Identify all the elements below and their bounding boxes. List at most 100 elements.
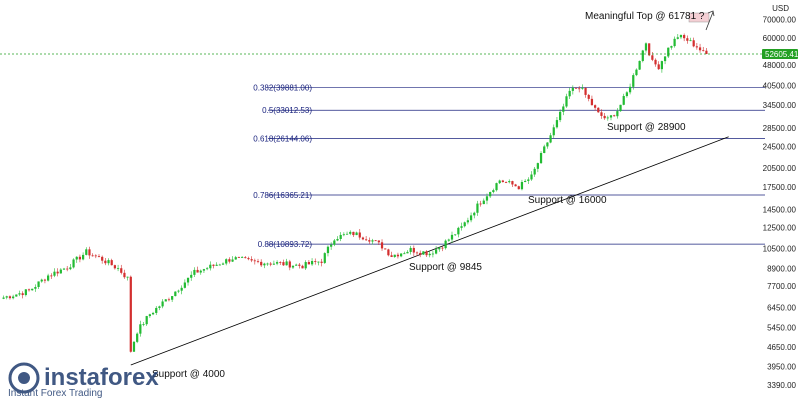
candle-body: [345, 233, 349, 235]
candle-body: [555, 120, 559, 128]
candle-body: [657, 64, 660, 70]
candle-body: [215, 264, 218, 266]
candle-body: [298, 264, 301, 266]
candle-body: [155, 307, 158, 313]
candle-body: [609, 115, 613, 118]
y-tick-label: 14500.00: [763, 206, 797, 215]
candle-body: [705, 50, 708, 54]
fibonacci-levels: 0.382(39881.00) 0.5(33012.53) 0.618(26144.…: [253, 83, 765, 249]
candle-body: [463, 222, 466, 227]
candle-body: [21, 293, 24, 296]
y-tick-label: 24500.00: [763, 142, 797, 151]
candle-body: [196, 269, 199, 273]
price-axis: 70000.00 60000.00 48000.00 40500.00 34500.00…: [763, 16, 797, 391]
candle-body: [50, 275, 53, 277]
candle-body: [132, 341, 136, 352]
candle-body: [279, 262, 282, 263]
candle-body: [536, 163, 539, 169]
candle-body: [342, 234, 345, 236]
candle-body: [431, 253, 435, 255]
candle-body: [72, 259, 75, 268]
candle-body: [479, 203, 482, 205]
top-marker-box: [688, 12, 710, 23]
candle-body: [59, 269, 62, 274]
candle-body: [66, 268, 69, 270]
candle-body: [489, 192, 492, 197]
candle-body: [339, 234, 342, 239]
candle-body: [590, 98, 594, 106]
candle-body: [399, 253, 403, 257]
candle-body: [527, 179, 530, 181]
last-price-label: 52605.41: [765, 50, 799, 59]
candle-body: [320, 261, 323, 263]
candle-body: [619, 104, 622, 112]
candle-body: [269, 263, 272, 265]
candle-body: [635, 69, 638, 76]
candle-body: [167, 299, 171, 301]
candle-body: [145, 316, 148, 325]
candle-body: [530, 174, 533, 180]
candle-body: [428, 253, 431, 256]
candle-body: [460, 226, 463, 228]
candle-body: [116, 268, 120, 270]
candle-body: [504, 182, 508, 183]
y-tick-label: 70000.00: [763, 16, 797, 25]
candle-body: [46, 275, 50, 281]
y-tick-label: 8900.00: [767, 265, 796, 274]
candle-body: [549, 135, 552, 143]
candle-body: [520, 182, 524, 190]
candle-body: [641, 50, 644, 61]
candle-body: [638, 60, 641, 70]
candle-body: [275, 262, 279, 264]
candle-body: [218, 264, 221, 266]
candle-body: [250, 259, 253, 261]
up-arrow: [705, 10, 715, 31]
y-tick-label: 17500.00: [763, 183, 797, 192]
candle-body: [409, 247, 412, 252]
candle-body: [578, 88, 581, 90]
candle-body: [654, 59, 657, 65]
candle-body: [225, 259, 228, 264]
candle-body: [441, 247, 444, 249]
candle-body: [126, 276, 129, 278]
candle-body: [438, 247, 441, 250]
candle-body: [158, 306, 161, 308]
candle-body: [514, 184, 517, 187]
currency-label: USD: [772, 4, 789, 13]
candle-body: [336, 238, 339, 241]
candle-body: [466, 220, 470, 223]
candle-body: [43, 279, 47, 281]
annotation-top: Meaningful Top @ 61781 ?: [585, 11, 705, 22]
candle-body: [69, 267, 72, 270]
candle-body: [120, 268, 123, 273]
candle-body: [177, 290, 180, 292]
candle-body: [2, 297, 5, 299]
candle-body: [221, 263, 225, 265]
candle-body: [422, 251, 425, 255]
candle-body: [206, 268, 209, 270]
candle-body: [361, 237, 365, 240]
candle-body: [53, 271, 56, 276]
candle-body: [603, 115, 606, 119]
candle-body: [253, 260, 256, 262]
candle-body: [495, 183, 498, 191]
candle-body: [689, 40, 692, 42]
candle-body: [231, 259, 234, 262]
y-tick-label: 10500.00: [763, 245, 797, 254]
candle-body: [139, 324, 142, 334]
candle-body: [171, 296, 174, 300]
candle-body: [333, 240, 336, 245]
fib-level-label: 0.5(33012.53): [262, 106, 312, 115]
y-tick-label: 28500.00: [763, 124, 797, 133]
candle-body: [457, 227, 460, 235]
candle-body: [447, 239, 450, 241]
candle-body: [632, 75, 635, 87]
candle-body: [193, 269, 196, 275]
candle-body: [27, 289, 31, 291]
candle-body: [40, 279, 43, 282]
candle-body: [597, 107, 600, 113]
candle-body: [272, 263, 276, 265]
candle-body: [352, 231, 355, 236]
candle-body: [473, 212, 476, 216]
candle-body: [212, 264, 215, 266]
